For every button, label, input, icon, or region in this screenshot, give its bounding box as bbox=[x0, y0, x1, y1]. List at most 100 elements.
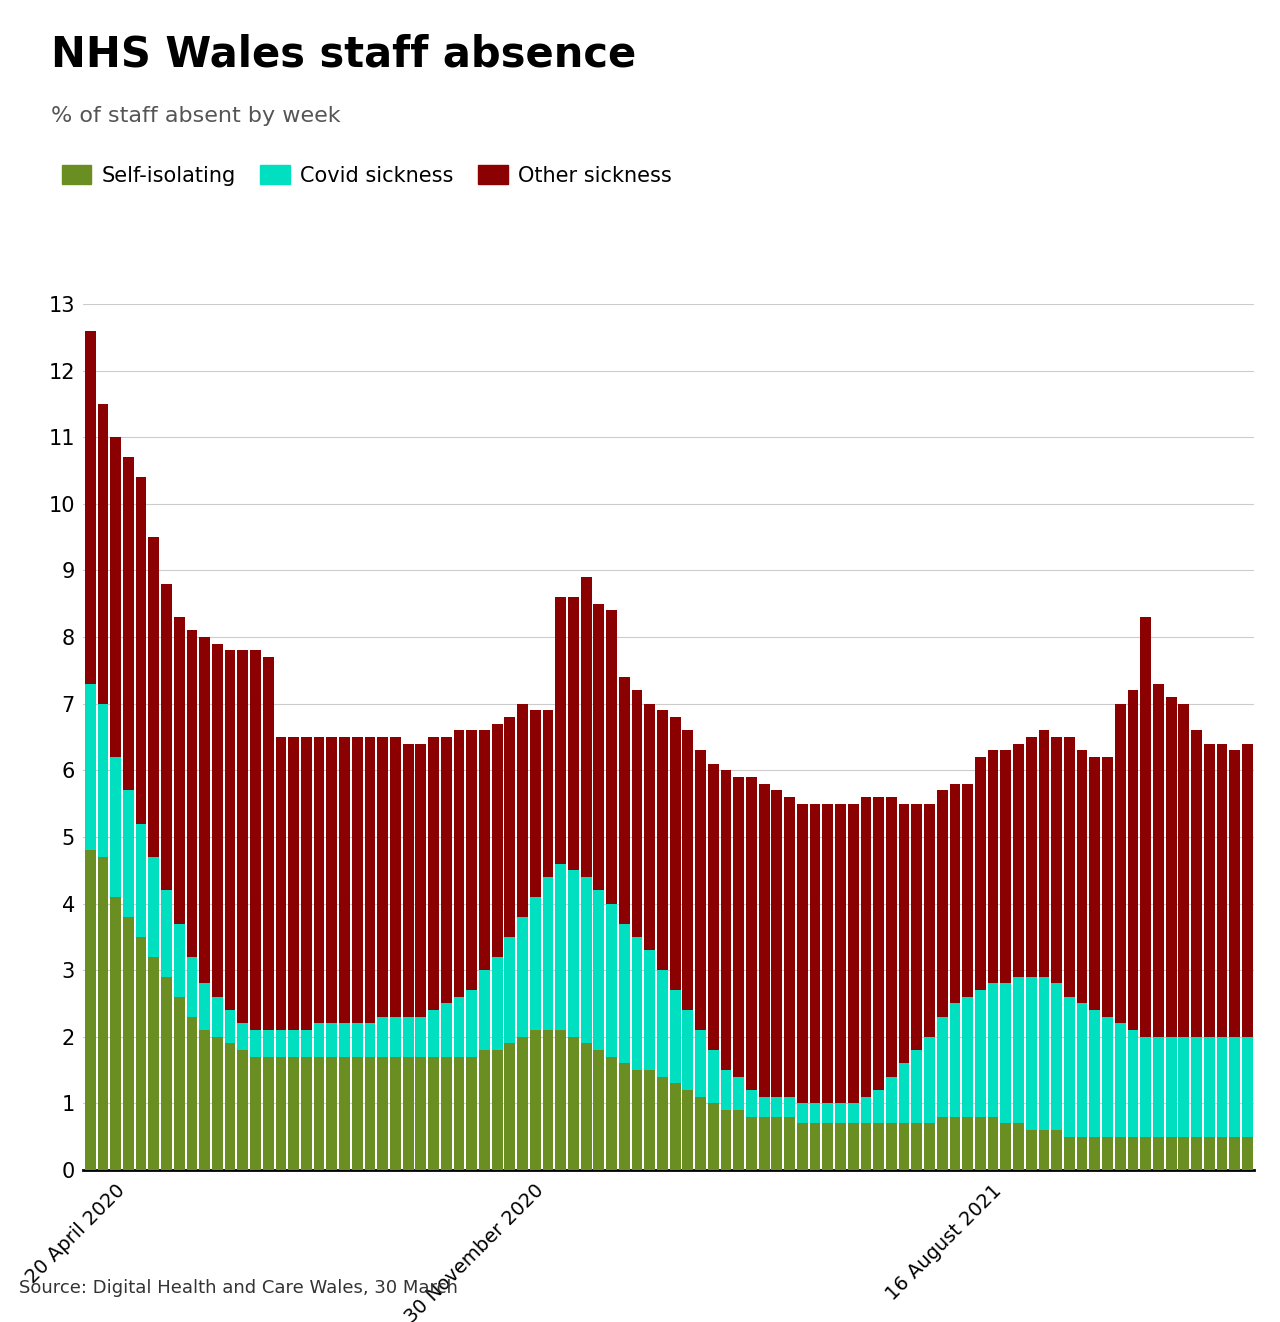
Bar bbox=[772, 791, 782, 1097]
Bar bbox=[416, 1017, 426, 1056]
Bar bbox=[200, 1030, 210, 1170]
Bar bbox=[924, 804, 934, 1036]
Bar bbox=[1089, 758, 1101, 1010]
Bar bbox=[453, 997, 465, 1056]
Bar bbox=[1166, 1137, 1176, 1170]
Bar bbox=[746, 1117, 756, 1170]
Bar bbox=[492, 723, 503, 957]
Bar bbox=[492, 1050, 503, 1170]
Bar bbox=[1140, 617, 1151, 1036]
Bar bbox=[746, 1091, 756, 1117]
Bar bbox=[963, 1117, 973, 1170]
Bar bbox=[963, 997, 973, 1117]
Bar bbox=[237, 1050, 248, 1170]
Bar bbox=[110, 438, 122, 758]
Bar bbox=[440, 736, 452, 1003]
Bar bbox=[1192, 1137, 1202, 1170]
Bar bbox=[479, 730, 490, 970]
Bar bbox=[785, 1117, 795, 1170]
Bar bbox=[148, 957, 159, 1170]
Bar bbox=[136, 477, 146, 824]
Bar bbox=[1229, 1137, 1240, 1170]
Bar bbox=[339, 1023, 349, 1056]
Bar bbox=[1128, 1137, 1138, 1170]
Bar bbox=[1128, 1030, 1138, 1137]
Bar bbox=[161, 977, 172, 1170]
Bar bbox=[250, 1056, 261, 1170]
Bar bbox=[607, 903, 617, 1056]
Bar bbox=[810, 804, 820, 1104]
Bar bbox=[607, 611, 617, 903]
Bar bbox=[669, 1084, 681, 1170]
Bar bbox=[822, 1104, 833, 1124]
Bar bbox=[1051, 984, 1062, 1130]
Bar bbox=[1229, 1036, 1240, 1137]
Bar bbox=[873, 797, 884, 1091]
Bar bbox=[873, 1124, 884, 1170]
Bar bbox=[212, 997, 223, 1036]
Bar bbox=[721, 771, 731, 1069]
Bar bbox=[136, 824, 146, 937]
Bar bbox=[733, 777, 744, 1076]
Bar bbox=[288, 736, 300, 1030]
Bar bbox=[860, 797, 872, 1097]
Bar bbox=[314, 1056, 325, 1170]
Bar bbox=[644, 703, 655, 951]
Bar bbox=[187, 957, 197, 1017]
Bar bbox=[1140, 1137, 1151, 1170]
Bar bbox=[301, 1056, 312, 1170]
Bar bbox=[886, 1076, 897, 1124]
Bar bbox=[620, 924, 630, 1063]
Bar bbox=[785, 1097, 795, 1117]
Bar bbox=[759, 1097, 769, 1117]
Bar bbox=[1012, 744, 1024, 977]
Bar bbox=[428, 1010, 439, 1056]
Bar bbox=[950, 1117, 960, 1170]
Bar bbox=[262, 657, 274, 1030]
Bar bbox=[644, 1069, 655, 1170]
Bar bbox=[543, 876, 553, 1030]
Bar bbox=[403, 1017, 413, 1056]
Bar bbox=[1064, 997, 1075, 1137]
Bar bbox=[225, 1043, 236, 1170]
Bar bbox=[733, 1076, 744, 1110]
Bar bbox=[161, 890, 172, 977]
Bar bbox=[581, 578, 591, 876]
Bar bbox=[110, 896, 122, 1170]
Bar bbox=[301, 736, 312, 1030]
Bar bbox=[797, 1124, 808, 1170]
Bar bbox=[873, 1091, 884, 1124]
Bar bbox=[937, 1117, 947, 1170]
Bar bbox=[187, 631, 197, 957]
Bar bbox=[225, 1010, 236, 1043]
Bar bbox=[1166, 1036, 1176, 1137]
Bar bbox=[97, 405, 109, 703]
Bar bbox=[237, 650, 248, 1023]
Bar bbox=[200, 984, 210, 1030]
Bar bbox=[339, 1056, 349, 1170]
Bar bbox=[1216, 744, 1228, 1036]
Bar bbox=[860, 1124, 872, 1170]
Bar bbox=[200, 637, 210, 984]
Bar bbox=[911, 1050, 922, 1124]
Bar bbox=[568, 870, 579, 1036]
Bar bbox=[365, 736, 375, 1023]
Bar bbox=[97, 703, 109, 857]
Bar bbox=[174, 997, 184, 1170]
Bar bbox=[708, 1104, 718, 1170]
Bar bbox=[1242, 1036, 1253, 1137]
Bar bbox=[1076, 1137, 1088, 1170]
Bar bbox=[504, 717, 516, 937]
Bar bbox=[1076, 1003, 1088, 1137]
Bar bbox=[631, 690, 643, 937]
Bar bbox=[911, 1124, 922, 1170]
Bar bbox=[237, 1023, 248, 1050]
Bar bbox=[262, 1056, 274, 1170]
Bar bbox=[759, 1117, 769, 1170]
Bar bbox=[620, 677, 630, 924]
Bar bbox=[963, 784, 973, 997]
Bar bbox=[466, 990, 477, 1056]
Bar bbox=[428, 738, 439, 1010]
Bar bbox=[847, 804, 859, 1104]
Bar bbox=[1051, 736, 1062, 984]
